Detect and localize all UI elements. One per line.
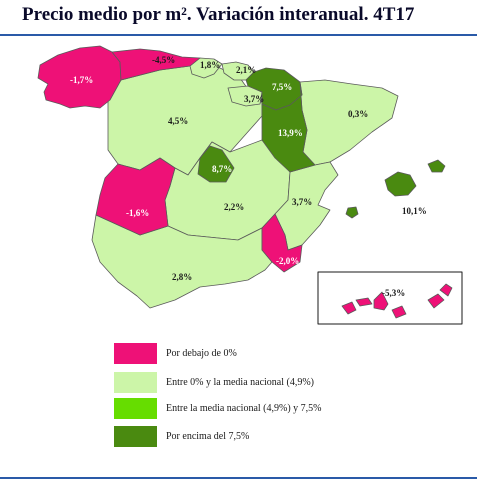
legend-swatch	[114, 398, 157, 419]
region-value-label: 3,7%	[244, 94, 264, 104]
region-value-label: -1,6%	[126, 208, 149, 218]
region-baleares[interactable]	[345, 159, 446, 219]
region-asturias[interactable]	[111, 48, 201, 81]
region-value-label: 3,7%	[292, 197, 312, 207]
region-value-label: 10,1%	[402, 206, 427, 216]
region-labels: -1,7% -4,5% 1,8% 2,1% 7,5% 3,7% 4,5% 13,9% 0,3% 8…	[70, 55, 427, 298]
region-value-label: 2,2%	[224, 202, 244, 212]
region-value-label: -1,7%	[70, 75, 93, 85]
region-value-label: -5,3%	[382, 288, 405, 298]
legend-label: Entre 0% y la media nacional (4,9%)	[166, 377, 314, 388]
region-value-label: -2,0%	[276, 256, 299, 266]
top-rule	[0, 34, 477, 36]
legend-item-above-7-5: Por encima del 7,5%	[114, 426, 474, 448]
region-aragon[interactable]	[261, 81, 316, 173]
legend-item-between-zero-and-mean: Entre 0% y la media nacional (4,9%)	[114, 372, 474, 394]
region-madrid[interactable]	[197, 145, 235, 183]
map-title: Precio medio por m². Variación interanua…	[22, 4, 415, 25]
region-value-label: 8,7%	[212, 164, 232, 174]
region-value-label: 2,1%	[236, 65, 256, 75]
region-galicia[interactable]	[37, 45, 122, 109]
region-extremadura[interactable]	[95, 157, 176, 236]
region-value-label: 13,9%	[278, 128, 303, 138]
legend-item-between-mean-and-7-5: Entre la media nacional (4,9%) y 7,5%	[114, 398, 474, 420]
region-value-label: 1,8%	[200, 60, 220, 70]
region-value-label: -4,5%	[152, 55, 175, 65]
spain-choropleth-map: -1,7% -4,5% 1,8% 2,1% 7,5% 3,7% 4,5% 13,9% 0,3% 8…	[37, 45, 463, 325]
legend-item-below-zero: Por debajo de 0%	[114, 343, 474, 365]
title-bar: Precio medio por m². Variación interanua…	[0, 0, 477, 36]
region-value-label: 2,8%	[172, 272, 192, 282]
bottom-rule	[0, 477, 477, 479]
legend-swatch	[114, 343, 157, 364]
region-cataluna[interactable]	[299, 79, 399, 166]
region-cantabria[interactable]	[189, 57, 223, 79]
region-value-label: 7,5%	[272, 82, 292, 92]
region-andalucia[interactable]	[91, 214, 273, 309]
legend-label: Entre la media nacional (4,9%) y 7,5%	[166, 403, 322, 414]
region-value-label: 0,3%	[348, 109, 368, 119]
region-canarias[interactable]	[341, 283, 453, 319]
region-value-label: 4,5%	[168, 116, 188, 126]
legend-label: Por encima del 7,5%	[166, 431, 250, 442]
legend-swatch	[114, 372, 157, 393]
legend-label: Por debajo de 0%	[166, 348, 237, 359]
legend-swatch	[114, 426, 157, 447]
region-murcia[interactable]	[261, 213, 303, 273]
